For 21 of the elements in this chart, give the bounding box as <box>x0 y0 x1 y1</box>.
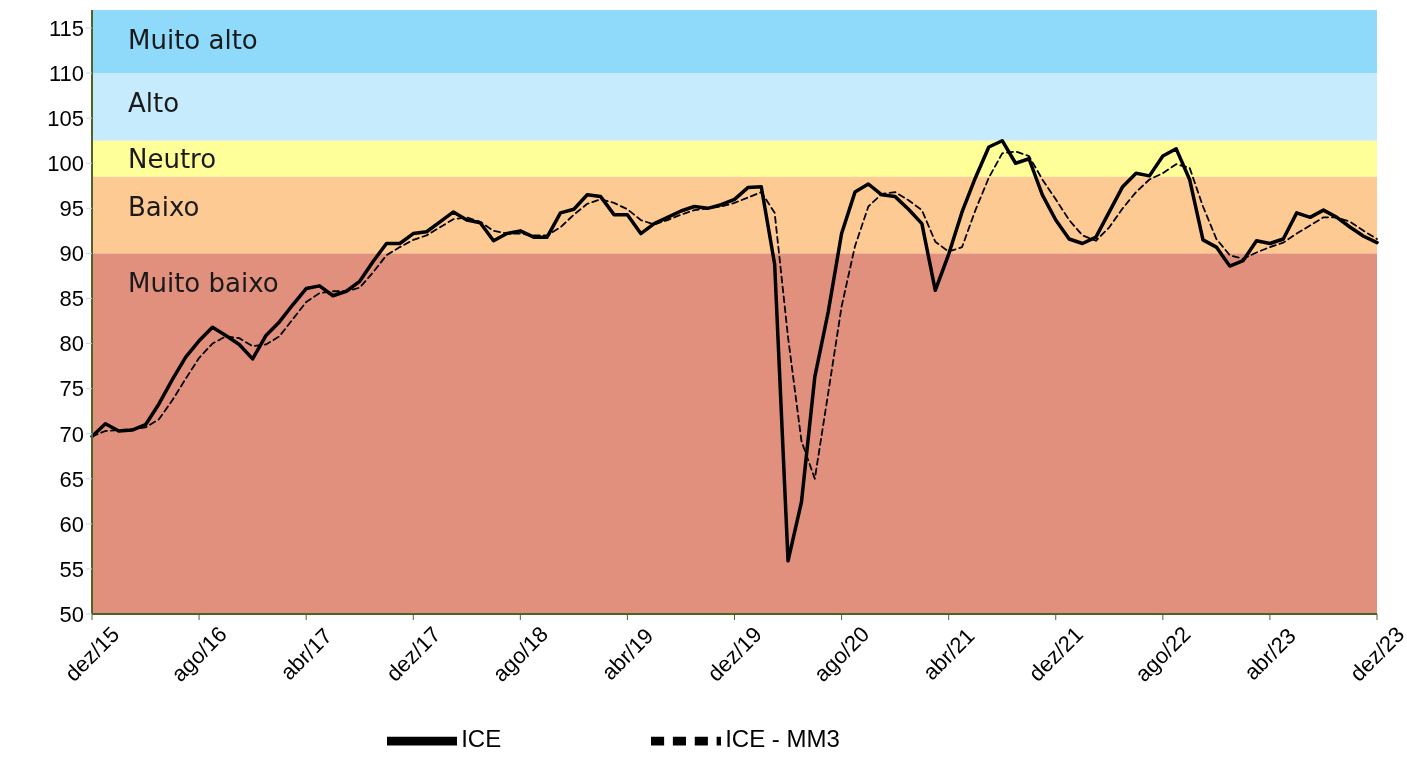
band-label: Muito baixo <box>128 268 279 299</box>
y-tick-label: 70 <box>59 421 84 447</box>
y-tick-label: 90 <box>59 241 84 267</box>
y-tick-label: 50 <box>59 601 84 627</box>
legend-label: ICE - MM3 <box>725 725 840 753</box>
y-tick-label: 95 <box>59 196 84 222</box>
band-label: Baixo <box>128 191 200 222</box>
y-tick-label: 85 <box>59 286 84 312</box>
band-label: Neutro <box>128 143 217 174</box>
y-tick-label: 100 <box>47 151 84 177</box>
y-tick-label: 55 <box>59 556 84 582</box>
legend-label: ICE <box>461 725 502 753</box>
y-tick-label: 75 <box>59 376 84 402</box>
y-tick-label: 65 <box>59 466 84 492</box>
y-tick-label: 60 <box>59 511 84 537</box>
band-label: Alto <box>128 88 180 119</box>
y-tick-label: 110 <box>48 60 84 86</box>
y-tick-label: 115 <box>48 15 84 41</box>
band-label: Muito alto <box>128 25 258 55</box>
y-tick-label: 105 <box>47 105 84 131</box>
y-tick-label: 80 <box>59 331 84 357</box>
